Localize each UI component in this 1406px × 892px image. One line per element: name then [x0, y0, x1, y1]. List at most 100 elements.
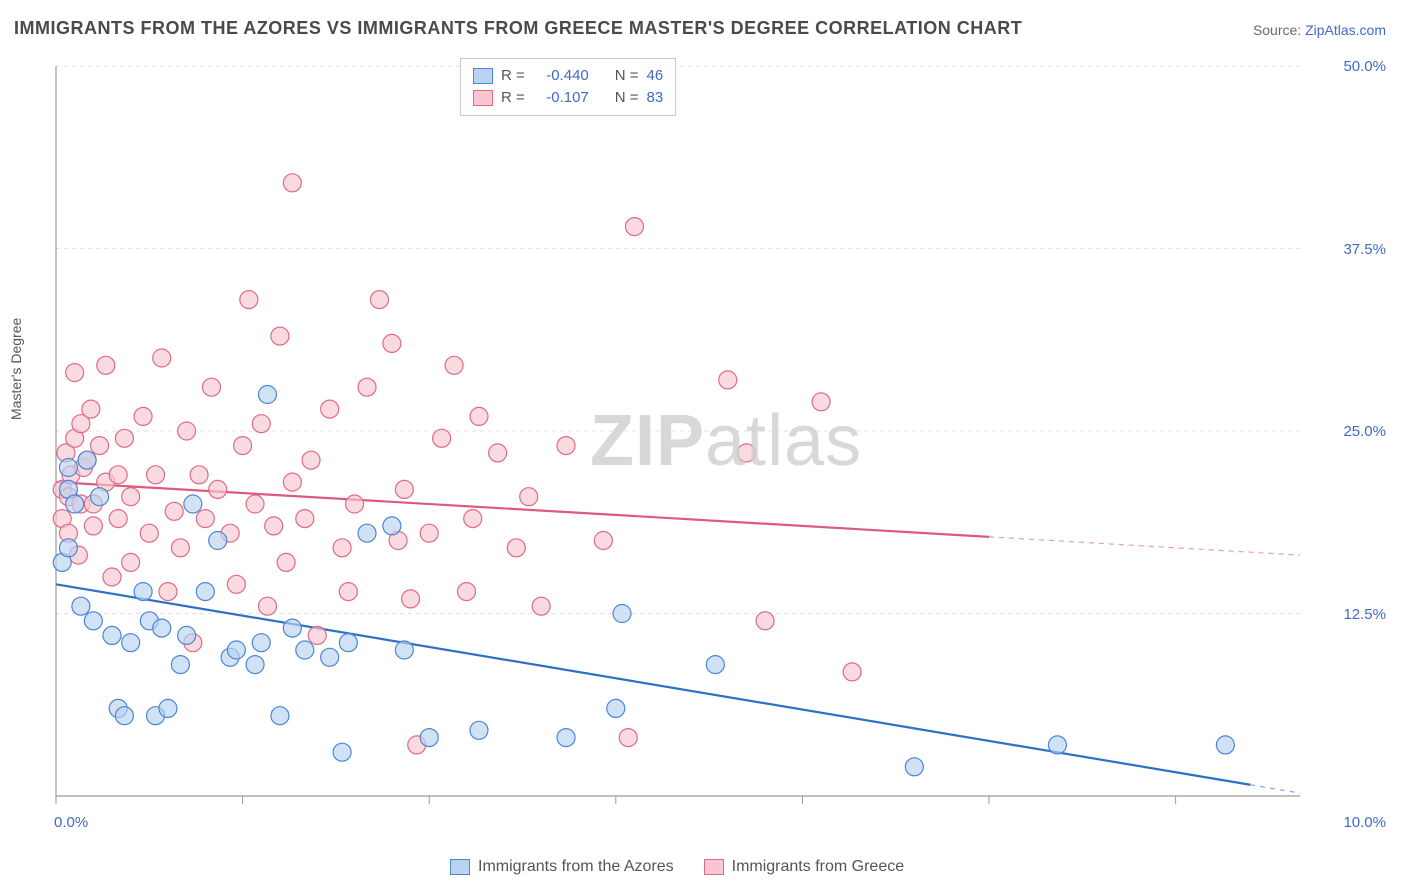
- data-point-greece: [265, 517, 283, 535]
- series-label-greece: Immigrants from Greece: [732, 858, 904, 876]
- y-tick-label: 12.5%: [1343, 606, 1386, 623]
- data-point-greece: [252, 415, 270, 433]
- data-point-azores: [115, 707, 133, 725]
- data-point-azores: [905, 758, 923, 776]
- data-point-greece: [109, 510, 127, 528]
- correlation-scatter-chart: [50, 56, 1350, 826]
- data-point-azores: [607, 699, 625, 717]
- data-point-azores: [258, 386, 276, 404]
- data-point-greece: [458, 583, 476, 601]
- data-point-azores: [184, 495, 202, 513]
- data-point-azores: [66, 495, 84, 513]
- series-swatch-greece: [704, 859, 724, 875]
- data-point-greece: [153, 349, 171, 367]
- data-point-greece: [308, 626, 326, 644]
- data-point-azores: [1216, 736, 1234, 754]
- data-point-greece: [171, 539, 189, 557]
- data-point-greece: [333, 539, 351, 557]
- data-point-greece: [321, 400, 339, 418]
- y-axis-label: Master's Degree: [8, 318, 24, 420]
- data-point-greece: [445, 356, 463, 374]
- data-point-azores: [321, 648, 339, 666]
- data-point-azores: [178, 626, 196, 644]
- source-link[interactable]: ZipAtlas.com: [1305, 22, 1386, 38]
- data-point-greece: [209, 480, 227, 498]
- data-point-greece: [358, 378, 376, 396]
- legend-n-label: N =: [615, 65, 639, 87]
- data-point-greece: [91, 437, 109, 455]
- data-point-greece: [370, 291, 388, 309]
- data-point-greece: [109, 466, 127, 484]
- data-point-azores: [271, 707, 289, 725]
- data-point-greece: [122, 553, 140, 571]
- source-label: Source:: [1253, 22, 1305, 38]
- data-point-greece: [196, 510, 214, 528]
- data-point-greece: [812, 393, 830, 411]
- data-point-azores: [470, 721, 488, 739]
- data-point-greece: [66, 364, 84, 382]
- legend-n-label: N =: [615, 87, 639, 109]
- series-legend: Immigrants from the Azores Immigrants fro…: [450, 858, 904, 876]
- data-point-greece: [464, 510, 482, 528]
- series-label-azores: Immigrants from the Azores: [478, 858, 674, 876]
- data-point-greece: [97, 356, 115, 374]
- data-point-greece: [277, 553, 295, 571]
- data-point-greece: [234, 437, 252, 455]
- data-point-greece: [383, 334, 401, 352]
- data-point-azores: [1048, 736, 1066, 754]
- legend-n-value-greece: 83: [647, 87, 664, 109]
- data-point-greece: [190, 466, 208, 484]
- legend-r-label: R =: [501, 65, 525, 87]
- data-point-greece: [470, 407, 488, 425]
- correlation-legend-box: R =-0.440N =46R =-0.107N =83: [460, 58, 676, 116]
- data-point-azores: [78, 451, 96, 469]
- data-point-azores: [159, 699, 177, 717]
- data-point-greece: [756, 612, 774, 630]
- data-point-azores: [103, 626, 121, 644]
- data-point-greece: [625, 218, 643, 236]
- data-point-greece: [178, 422, 196, 440]
- legend-row-greece: R =-0.107N =83: [473, 87, 663, 109]
- data-point-azores: [395, 641, 413, 659]
- y-tick-label: 50.0%: [1343, 58, 1386, 75]
- data-point-greece: [402, 590, 420, 608]
- y-tick-label: 25.0%: [1343, 423, 1386, 440]
- legend-n-value-azores: 46: [647, 65, 664, 87]
- data-point-greece: [557, 437, 575, 455]
- data-point-azores: [59, 459, 77, 477]
- data-point-azores: [209, 532, 227, 550]
- data-point-greece: [122, 488, 140, 506]
- data-point-azores: [84, 612, 102, 630]
- data-point-greece: [420, 524, 438, 542]
- trend-line-extrapolated-azores: [1250, 785, 1300, 793]
- series-legend-item-azores: Immigrants from the Azores: [450, 858, 674, 876]
- series-swatch-azores: [450, 859, 470, 875]
- data-point-azores: [246, 656, 264, 674]
- data-point-greece: [719, 371, 737, 389]
- data-point-greece: [283, 174, 301, 192]
- data-point-greece: [594, 532, 612, 550]
- series-legend-item-greece: Immigrants from Greece: [704, 858, 904, 876]
- data-point-greece: [203, 378, 221, 396]
- data-point-greece: [147, 466, 165, 484]
- legend-r-value-azores: -0.440: [533, 65, 589, 87]
- data-point-greece: [520, 488, 538, 506]
- data-point-greece: [134, 407, 152, 425]
- data-point-azores: [333, 743, 351, 761]
- data-point-greece: [296, 510, 314, 528]
- x-axis-min-label: 0.0%: [54, 814, 88, 831]
- legend-swatch-azores: [473, 68, 493, 84]
- data-point-azores: [91, 488, 109, 506]
- data-point-azores: [252, 634, 270, 652]
- data-point-greece: [346, 495, 364, 513]
- legend-r-value-greece: -0.107: [533, 87, 589, 109]
- data-point-greece: [433, 429, 451, 447]
- data-point-greece: [227, 575, 245, 593]
- source-attribution: Source: ZipAtlas.com: [1253, 22, 1386, 38]
- data-point-greece: [159, 583, 177, 601]
- legend-swatch-greece: [473, 90, 493, 106]
- data-point-greece: [843, 663, 861, 681]
- data-point-greece: [165, 502, 183, 520]
- data-point-greece: [395, 480, 413, 498]
- data-point-greece: [103, 568, 121, 586]
